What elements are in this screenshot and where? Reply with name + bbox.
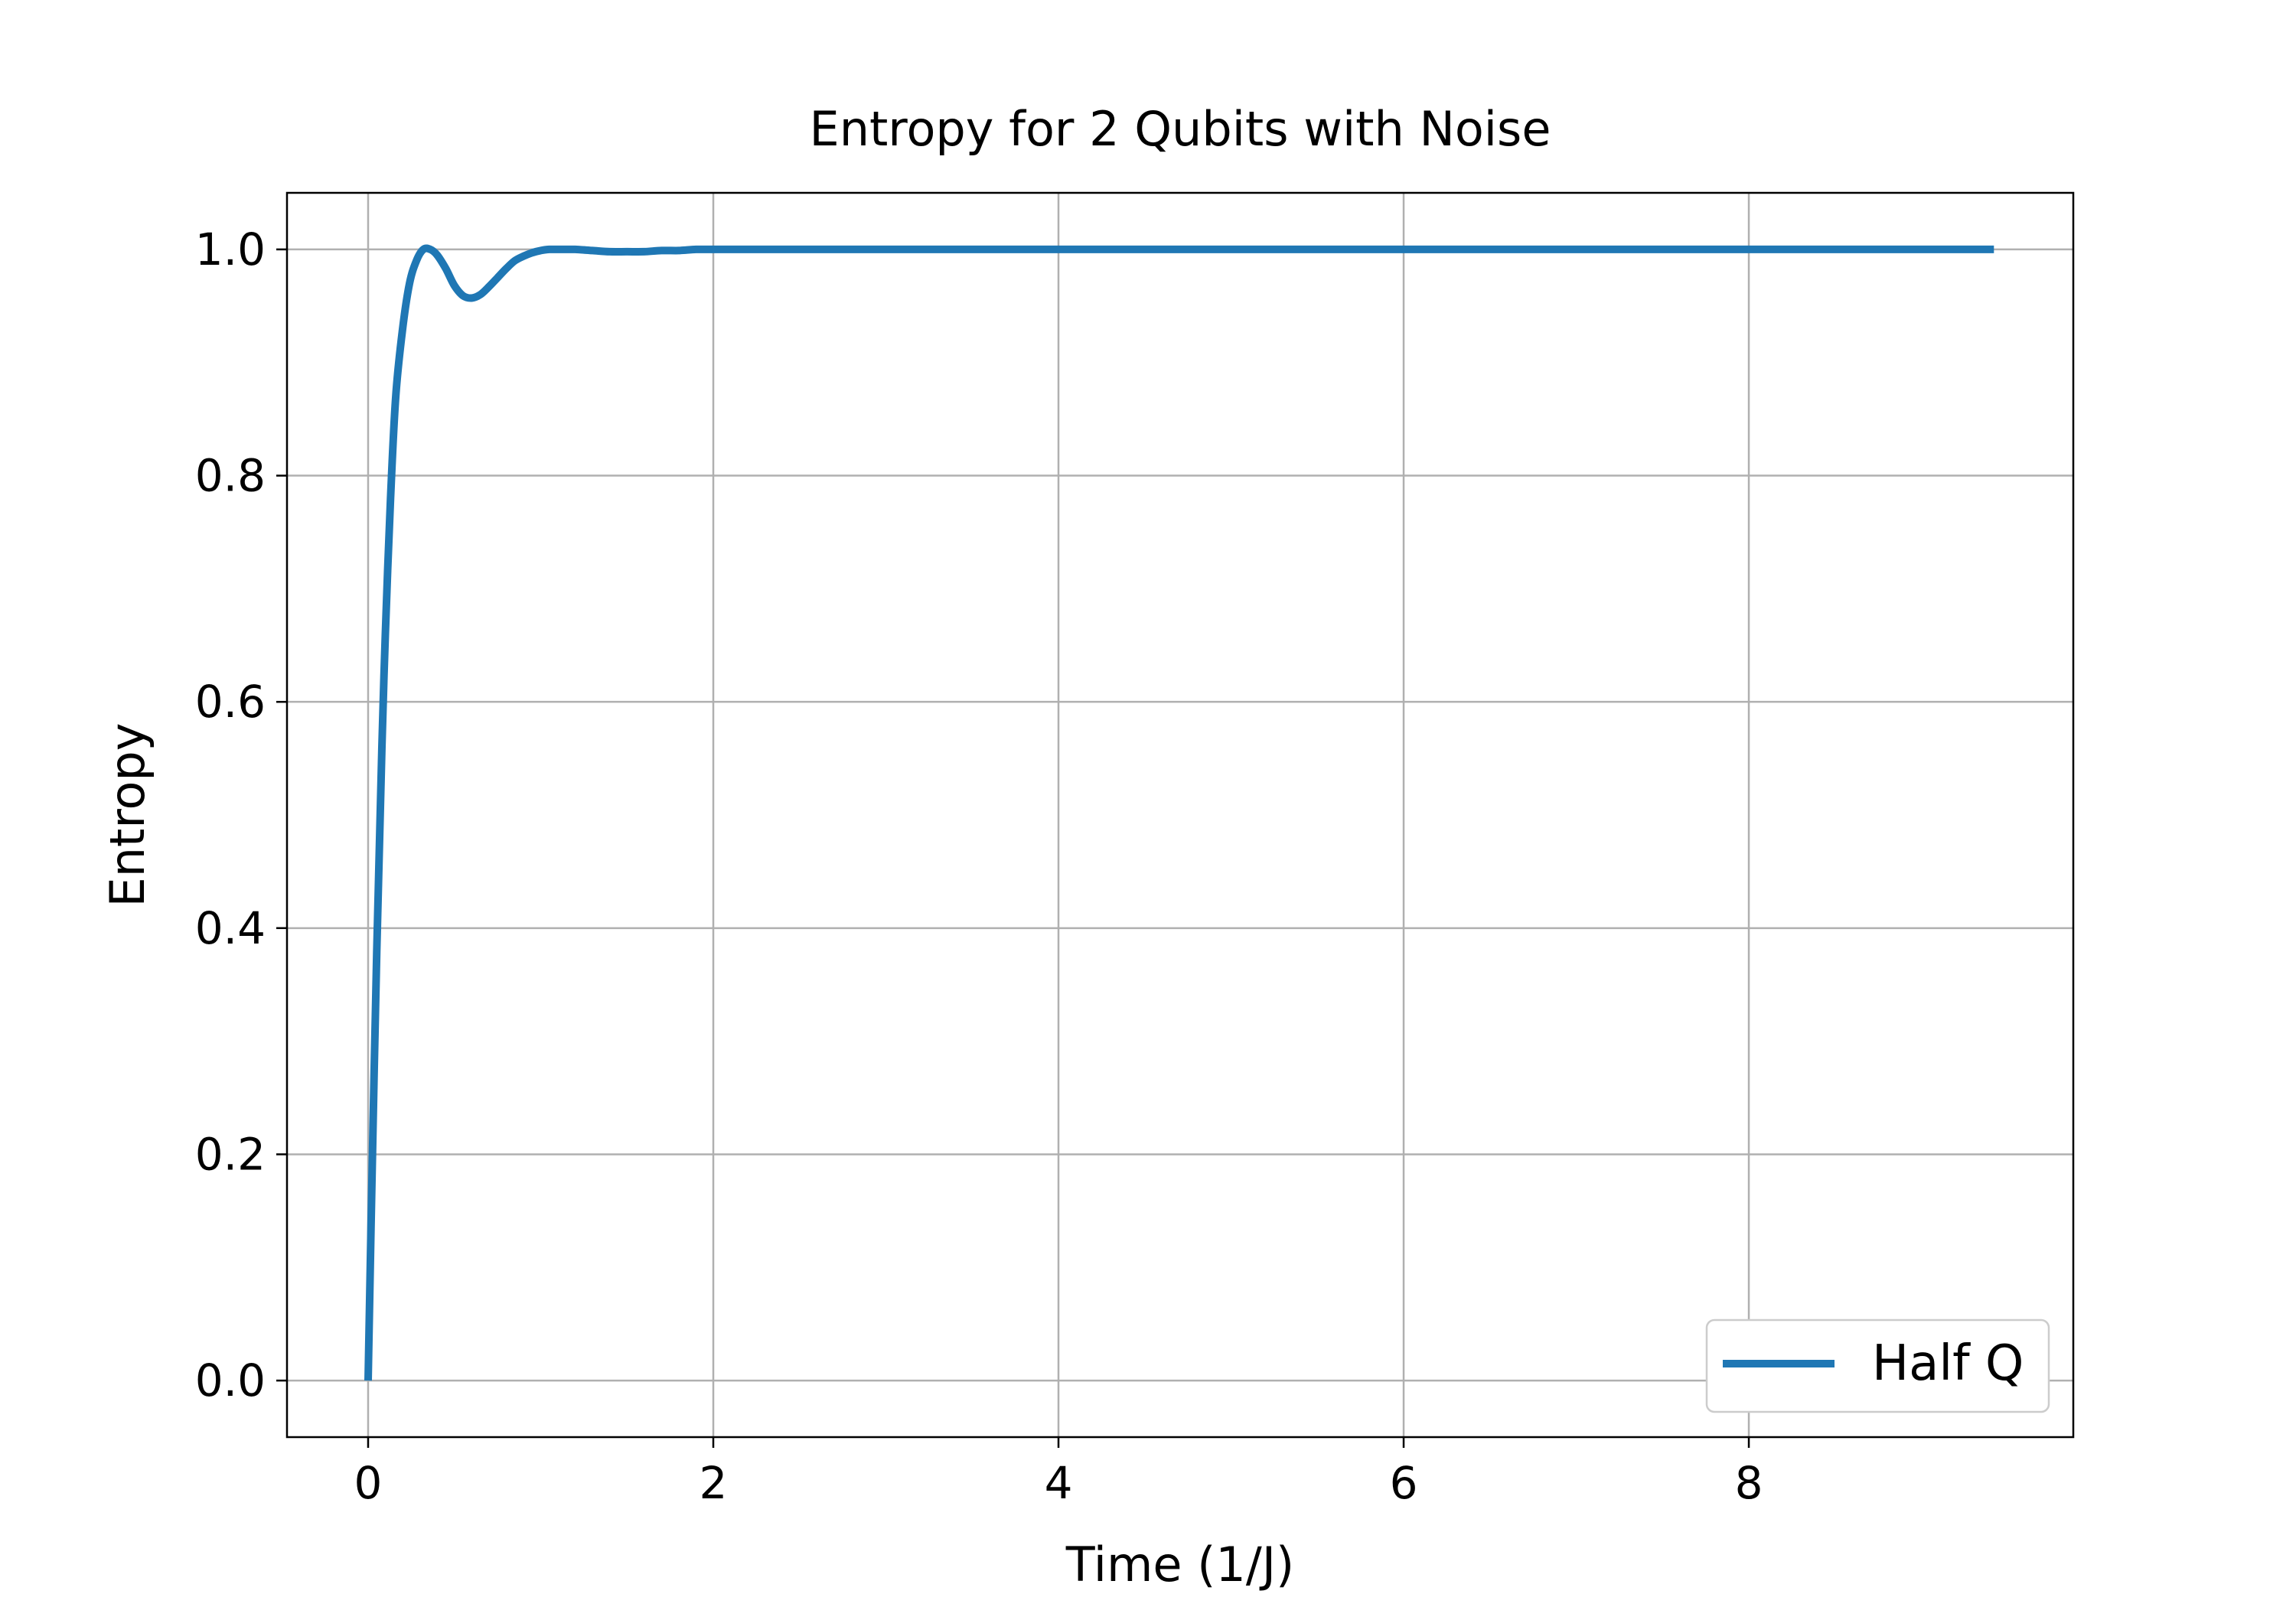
y-tick-label: 0.4 <box>195 902 266 954</box>
x-axis-title: Time (1/J) <box>1065 1537 1294 1592</box>
legend: Half Q <box>1705 1319 2050 1413</box>
y-axis-title: Entropy <box>99 723 155 908</box>
ticks: 0 2 4 6 8 0.0 0.2 0.4 0.6 0.8 1.0 <box>195 223 1763 1509</box>
legend-box <box>1705 1319 2050 1413</box>
x-tick-label: 6 <box>1390 1457 1418 1509</box>
series-line-half-q <box>364 244 1994 1381</box>
x-tick-label: 2 <box>700 1457 728 1509</box>
chart-title: Entropy for 2 Qubits with Noise <box>810 101 1551 157</box>
legend-label: Half Q <box>1872 1335 2024 1392</box>
x-tick-label: 8 <box>1735 1457 1763 1509</box>
plot-frame <box>285 191 2075 1439</box>
y-tick-label: 0.0 <box>195 1354 266 1407</box>
x-tick-label: 0 <box>354 1457 383 1509</box>
series-layer <box>364 244 1994 1381</box>
y-tick-label: 0.2 <box>195 1128 266 1180</box>
x-tick-label: 4 <box>1045 1457 1073 1509</box>
y-tick-label: 0.8 <box>195 450 266 502</box>
y-tick-label: 1.0 <box>195 223 266 275</box>
y-tick-label: 0.6 <box>195 676 266 728</box>
